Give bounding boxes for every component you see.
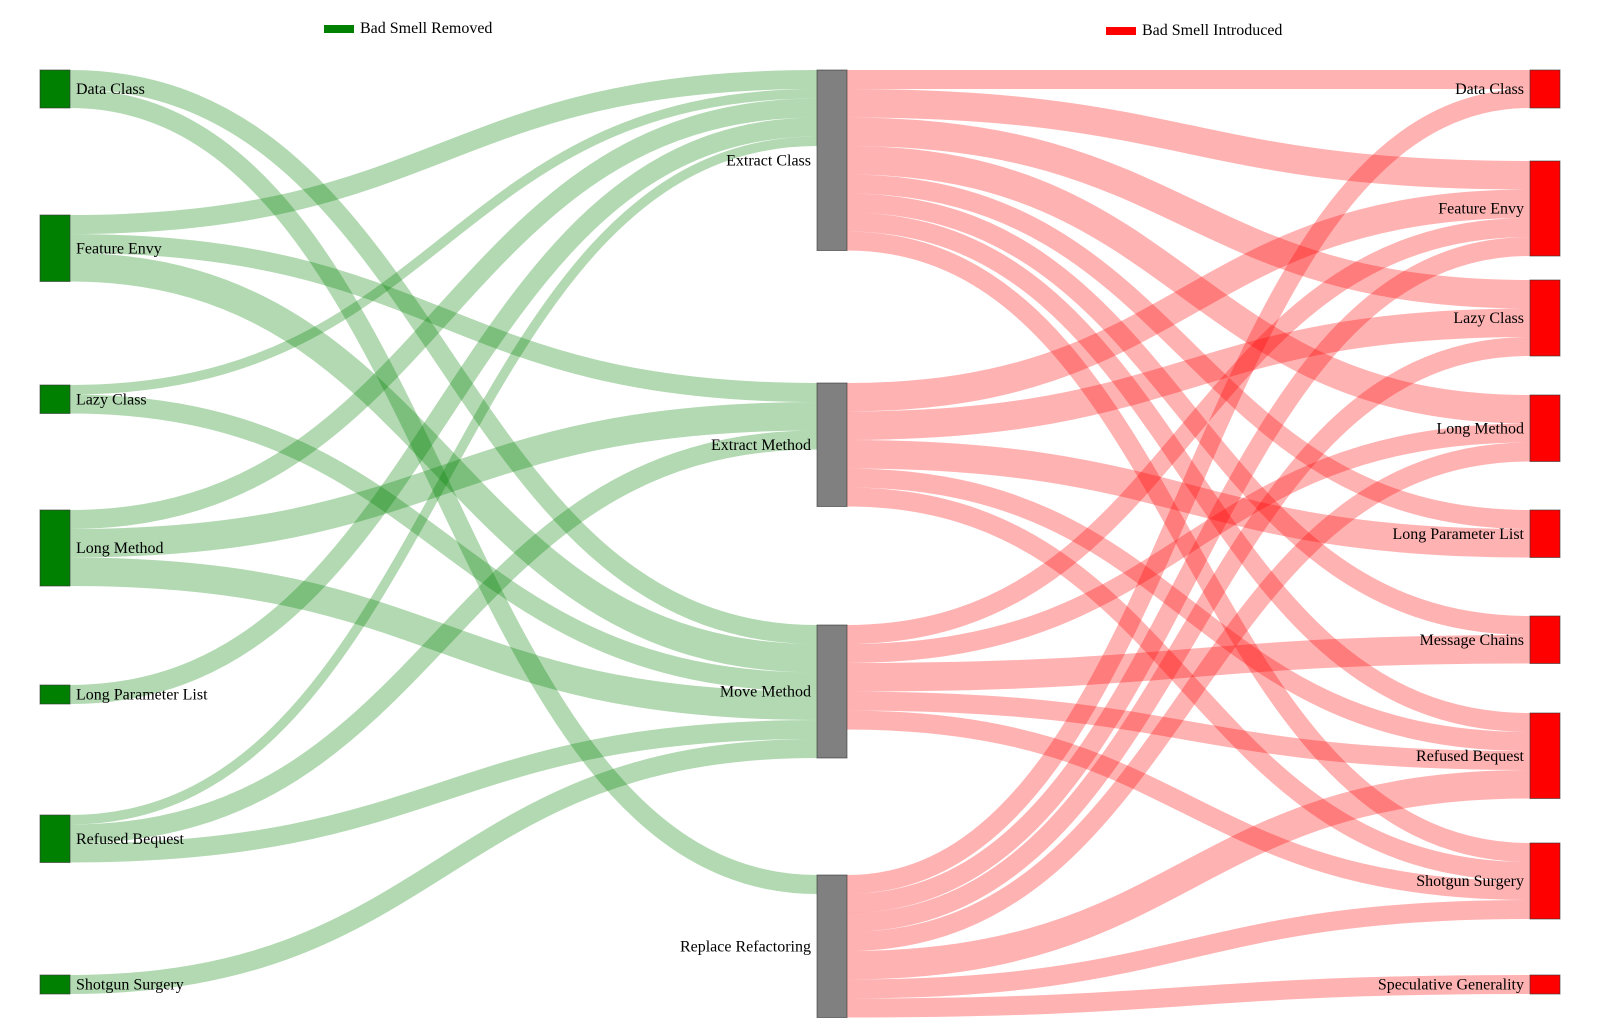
removed-link-long-parameter-list-to-extract-class bbox=[69, 117, 818, 704]
introduced-link-extract-class-to-long-method bbox=[846, 146, 1531, 424]
introduced-link-move-method-to-message-chains bbox=[846, 635, 1531, 692]
introduced-link-move-method-to-shotgun-surgery bbox=[846, 710, 1531, 900]
removed-node-label-data-class: Data Class bbox=[76, 81, 145, 98]
introduced-node-label-message-chains: Message Chains bbox=[1420, 632, 1524, 649]
legend-removed-swatch bbox=[324, 25, 354, 33]
introduced-node-speculative-generality bbox=[1529, 974, 1561, 995]
introduced-link-extract-method-to-shotgun-surgery bbox=[846, 487, 1531, 881]
removed-link-long-method-to-move-method bbox=[69, 557, 818, 720]
introduced-link-extract-method-to-long-parameter-list bbox=[846, 440, 1531, 558]
introduced-node-label-lazy-class: Lazy Class bbox=[1453, 310, 1524, 327]
removed-node-shotgun-surgery bbox=[39, 974, 71, 995]
removed-link-long-method-to-extract-method bbox=[69, 402, 818, 558]
introduced-node-label-data-class: Data Class bbox=[1455, 81, 1524, 98]
legend-introduced: Bad Smell Introduced bbox=[1106, 22, 1282, 40]
removed-link-data-class-to-replace-refactoring bbox=[69, 89, 818, 894]
introduced-link-replace-refactoring-to-data-class bbox=[846, 89, 1531, 894]
nodes-group bbox=[39, 69, 1561, 1018]
removed-link-refused-bequest-to-extract-method bbox=[69, 430, 818, 844]
introduced-link-extract-class-to-refused-bequest bbox=[846, 212, 1531, 732]
removed-link-feature-envy-to-extract-method bbox=[69, 234, 818, 402]
introduced-link-extract-method-to-refused-bequest bbox=[846, 468, 1531, 751]
refactoring-node-replace-refactoring bbox=[816, 874, 848, 1018]
refactoring-node-move-method bbox=[816, 624, 848, 759]
introduced-link-replace-refactoring-to-speculative-generality bbox=[846, 975, 1531, 1018]
refactoring-node-label-move-method: Move Method bbox=[720, 684, 811, 701]
labels-group: Data Class Feature Envy Lazy Class Long Met… bbox=[76, 81, 1525, 994]
removed-link-feature-envy-to-extract-class bbox=[69, 70, 818, 234]
introduced-link-move-method-to-feature-envy bbox=[846, 218, 1531, 644]
introduced-link-extract-class-to-long-parameter-list bbox=[846, 174, 1531, 529]
removed-node-long-parameter-list bbox=[39, 684, 71, 705]
introduced-node-refused-bequest bbox=[1529, 712, 1561, 799]
removed-node-label-lazy-class: Lazy Class bbox=[76, 391, 147, 408]
introduced-node-data-class bbox=[1529, 69, 1561, 109]
refactoring-node-extract-method bbox=[816, 382, 848, 507]
removed-node-label-shotgun-surgery: Shotgun Surgery bbox=[76, 977, 184, 994]
introduced-node-label-long-parameter-list: Long Parameter List bbox=[1392, 526, 1524, 543]
removed-node-feature-envy bbox=[39, 214, 71, 282]
introduced-link-replace-refactoring-to-long-method bbox=[846, 442, 1531, 951]
removed-node-lazy-class bbox=[39, 384, 71, 414]
introduced-node-label-long-method: Long Method bbox=[1436, 420, 1524, 437]
introduced-node-message-chains bbox=[1529, 615, 1561, 664]
legend-removed-label: Bad Smell Removed bbox=[360, 20, 493, 37]
introduced-link-move-method-to-long-method bbox=[846, 423, 1531, 663]
removed-node-data-class bbox=[39, 69, 71, 109]
removed-link-refused-bequest-to-move-method bbox=[69, 720, 818, 863]
refactoring-node-label-replace-refactoring: Replace Refactoring bbox=[680, 938, 811, 955]
introduced-link-replace-refactoring-to-feature-envy bbox=[846, 237, 1531, 913]
removed-node-label-refused-bequest: Refused Bequest bbox=[76, 831, 185, 848]
introduced-node-lazy-class bbox=[1529, 279, 1561, 357]
removed-link-refused-bequest-to-extract-class bbox=[69, 136, 818, 825]
legend-introduced-label: Bad Smell Introduced bbox=[1142, 22, 1283, 39]
removed-link-data-class-to-move-method bbox=[69, 70, 818, 644]
introduced-node-long-parameter-list bbox=[1529, 509, 1561, 558]
introduced-link-replace-refactoring-to-refused-bequest bbox=[846, 770, 1531, 980]
removed-links-group bbox=[69, 70, 818, 994]
refactoring-node-extract-class bbox=[816, 69, 848, 251]
introduced-link-replace-refactoring-to-shotgun-surgery bbox=[846, 900, 1531, 999]
removed-node-refused-bequest bbox=[39, 814, 71, 863]
removed-link-feature-envy-to-move-method bbox=[69, 253, 818, 673]
refactoring-node-label-extract-class: Extract Class bbox=[726, 152, 811, 169]
removed-node-label-feature-envy: Feature Envy bbox=[76, 240, 162, 257]
legend-removed: Bad Smell Removed bbox=[324, 20, 492, 38]
introduced-links-group bbox=[846, 69, 1531, 1018]
removed-link-lazy-class-to-move-method bbox=[69, 394, 818, 692]
introduced-link-extract-class-to-lazy-class bbox=[846, 117, 1531, 309]
introduced-node-long-method bbox=[1529, 394, 1561, 462]
introduced-link-extract-method-to-lazy-class bbox=[846, 308, 1531, 440]
introduced-node-label-feature-envy: Feature Envy bbox=[1438, 201, 1524, 218]
removed-node-label-long-method: Long Method bbox=[76, 540, 164, 557]
introduced-link-extract-class-to-message-chains bbox=[846, 193, 1531, 635]
introduced-link-move-method-to-refused-bequest bbox=[846, 691, 1531, 770]
removed-link-shotgun-surgery-to-move-method bbox=[69, 739, 818, 994]
removed-node-label-long-parameter-list: Long Parameter List bbox=[76, 687, 208, 704]
introduced-link-extract-method-to-feature-envy bbox=[846, 189, 1531, 412]
introduced-node-label-shotgun-surgery: Shotgun Surgery bbox=[1416, 873, 1524, 890]
introduced-link-extract-class-to-feature-envy bbox=[846, 89, 1531, 190]
removed-node-long-method bbox=[39, 509, 71, 587]
introduced-node-shotgun-surgery bbox=[1529, 842, 1561, 920]
introduced-link-extract-class-to-shotgun-surgery bbox=[846, 231, 1531, 862]
introduced-node-label-speculative-generality: Speculative Generality bbox=[1378, 977, 1524, 994]
removed-link-lazy-class-to-extract-class bbox=[69, 89, 818, 395]
introduced-node-feature-envy bbox=[1529, 160, 1561, 257]
introduced-node-label-refused-bequest: Refused Bequest bbox=[1416, 748, 1525, 765]
legend-introduced-swatch bbox=[1106, 27, 1136, 35]
removed-link-long-method-to-extract-class bbox=[69, 98, 818, 529]
introduced-link-replace-refactoring-to-lazy-class bbox=[846, 337, 1531, 932]
refactoring-node-label-extract-method: Extract Method bbox=[711, 437, 811, 454]
